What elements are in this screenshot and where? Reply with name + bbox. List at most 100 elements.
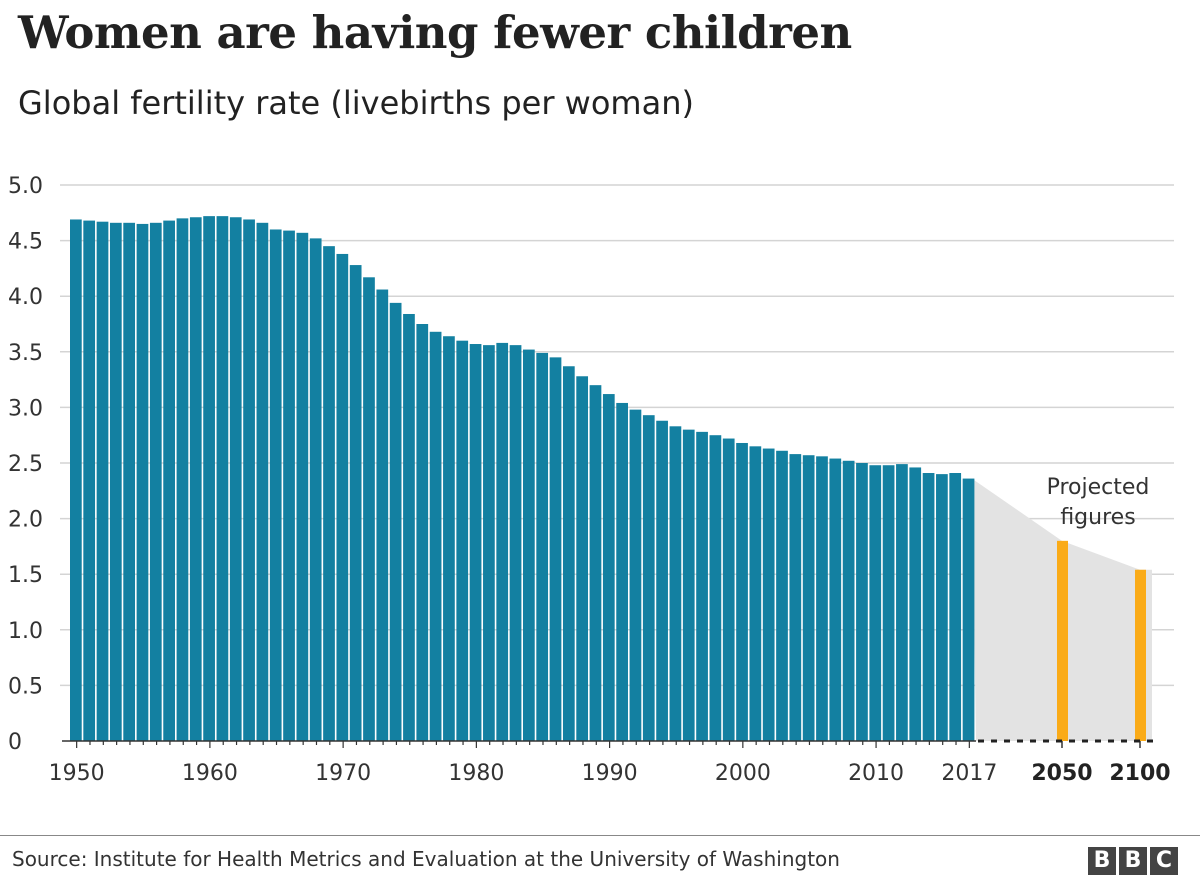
bar-1969 — [323, 246, 335, 741]
bar-1956 — [149, 222, 162, 742]
y-tick-label: 1.0 — [8, 619, 43, 644]
bar-2011 — [882, 465, 895, 741]
bar-1976 — [416, 324, 429, 741]
bar-1983 — [509, 345, 522, 741]
bar-1954 — [123, 222, 136, 742]
chart-subtitle: Global fertility rate (livebirths per wo… — [18, 84, 694, 122]
bar-1982 — [496, 342, 509, 741]
bar-1972 — [363, 277, 375, 741]
bar-1955 — [136, 223, 149, 742]
bar-1987 — [562, 366, 575, 741]
x-tick-label: 2000 — [715, 761, 771, 786]
bar-1979 — [456, 340, 469, 741]
bar-1963 — [243, 219, 255, 742]
bar-1997 — [696, 431, 708, 741]
bar-1989 — [589, 385, 602, 741]
bar-2005 — [802, 455, 815, 741]
y-tick-label: 5.0 — [8, 174, 43, 199]
bar-2015 — [936, 474, 948, 741]
logo-letter: B — [1119, 847, 1147, 875]
logo-letter: C — [1150, 847, 1178, 875]
bar-1996 — [682, 429, 695, 741]
bar-1965 — [269, 229, 282, 742]
bar-2010 — [869, 465, 882, 741]
y-tick-label: 4.0 — [8, 285, 43, 310]
x-tick-label: 1970 — [315, 761, 371, 786]
y-tick-label: 3.0 — [8, 396, 43, 421]
y-tick-label: 0 — [8, 730, 22, 755]
bar-1998 — [709, 435, 722, 741]
bar-1971 — [349, 265, 362, 741]
bar-1964 — [256, 222, 269, 742]
y-tick-label: 2.0 — [8, 508, 43, 533]
bar-2004 — [789, 454, 802, 741]
projected-figures-label-line2: figures — [1060, 505, 1135, 530]
y-tick-label: 4.5 — [8, 230, 43, 255]
bar-1973 — [376, 289, 389, 741]
bar-1959 — [189, 217, 202, 742]
y-tick-label: 1.5 — [8, 563, 43, 588]
bar-1967 — [296, 232, 309, 742]
bbc-logo: B B C — [1088, 847, 1178, 875]
bar-1993 — [642, 415, 655, 741]
bar-2006 — [816, 456, 828, 741]
bar-1975 — [403, 313, 415, 741]
bar-2013 — [909, 467, 922, 741]
bar-2050 — [1057, 540, 1068, 741]
bar-1961 — [216, 216, 229, 742]
chart-title: Women are having fewer children — [18, 6, 852, 59]
bar-1995 — [669, 426, 682, 741]
x-tick-label: 2010 — [848, 761, 904, 786]
bar-2016 — [949, 473, 962, 741]
bar-2009 — [856, 463, 868, 741]
bar-2008 — [842, 460, 855, 741]
bar-1950 — [70, 219, 82, 742]
bar-2012 — [896, 464, 908, 741]
x-tick-label-projected: 2100 — [1109, 761, 1170, 786]
bar-1999 — [722, 438, 735, 741]
x-tick-label: 1950 — [49, 761, 105, 786]
x-tick-label: 1980 — [448, 761, 504, 786]
bar-1981 — [483, 345, 495, 741]
bar-1968 — [309, 238, 322, 741]
x-tick-label-projected: 2050 — [1031, 761, 1092, 786]
bar-1951 — [83, 220, 96, 742]
projected-figures-label: Projected — [1047, 475, 1150, 500]
bar-1980 — [469, 344, 482, 741]
bar-1991 — [616, 402, 628, 741]
logo-letter: B — [1088, 847, 1116, 875]
y-tick-label: 0.5 — [8, 674, 43, 699]
bar-1958 — [176, 218, 189, 742]
x-tick-label: 2017 — [941, 761, 997, 786]
bar-1960 — [203, 216, 215, 742]
y-tick-label: 2.5 — [8, 452, 43, 477]
bar-2017 — [962, 478, 975, 741]
bar-2000 — [736, 442, 748, 741]
bar-1970 — [336, 253, 349, 741]
bar-2002 — [762, 448, 775, 741]
bar-1966 — [283, 230, 295, 742]
bar-1962 — [229, 217, 242, 742]
x-tick-label: 1990 — [582, 761, 638, 786]
bar-1994 — [656, 420, 668, 741]
bar-2014 — [922, 473, 935, 741]
bar-1984 — [523, 349, 535, 741]
x-tick-label: 1960 — [182, 761, 238, 786]
bar-1974 — [389, 302, 402, 741]
footer-divider — [0, 835, 1200, 836]
bar-1978 — [443, 336, 455, 741]
bar-2003 — [776, 450, 788, 741]
bar-1992 — [629, 409, 642, 741]
bar-1988 — [576, 376, 589, 741]
y-tick-label: 3.5 — [8, 341, 43, 366]
bar-2007 — [829, 458, 842, 741]
bar-1953 — [109, 222, 122, 742]
bar-1952 — [96, 221, 109, 742]
bar-2001 — [749, 446, 762, 741]
bar-1977 — [429, 331, 442, 741]
bar-1957 — [163, 220, 175, 742]
bar-1985 — [536, 352, 549, 741]
bar-1990 — [602, 394, 615, 741]
bar-1986 — [549, 357, 562, 741]
